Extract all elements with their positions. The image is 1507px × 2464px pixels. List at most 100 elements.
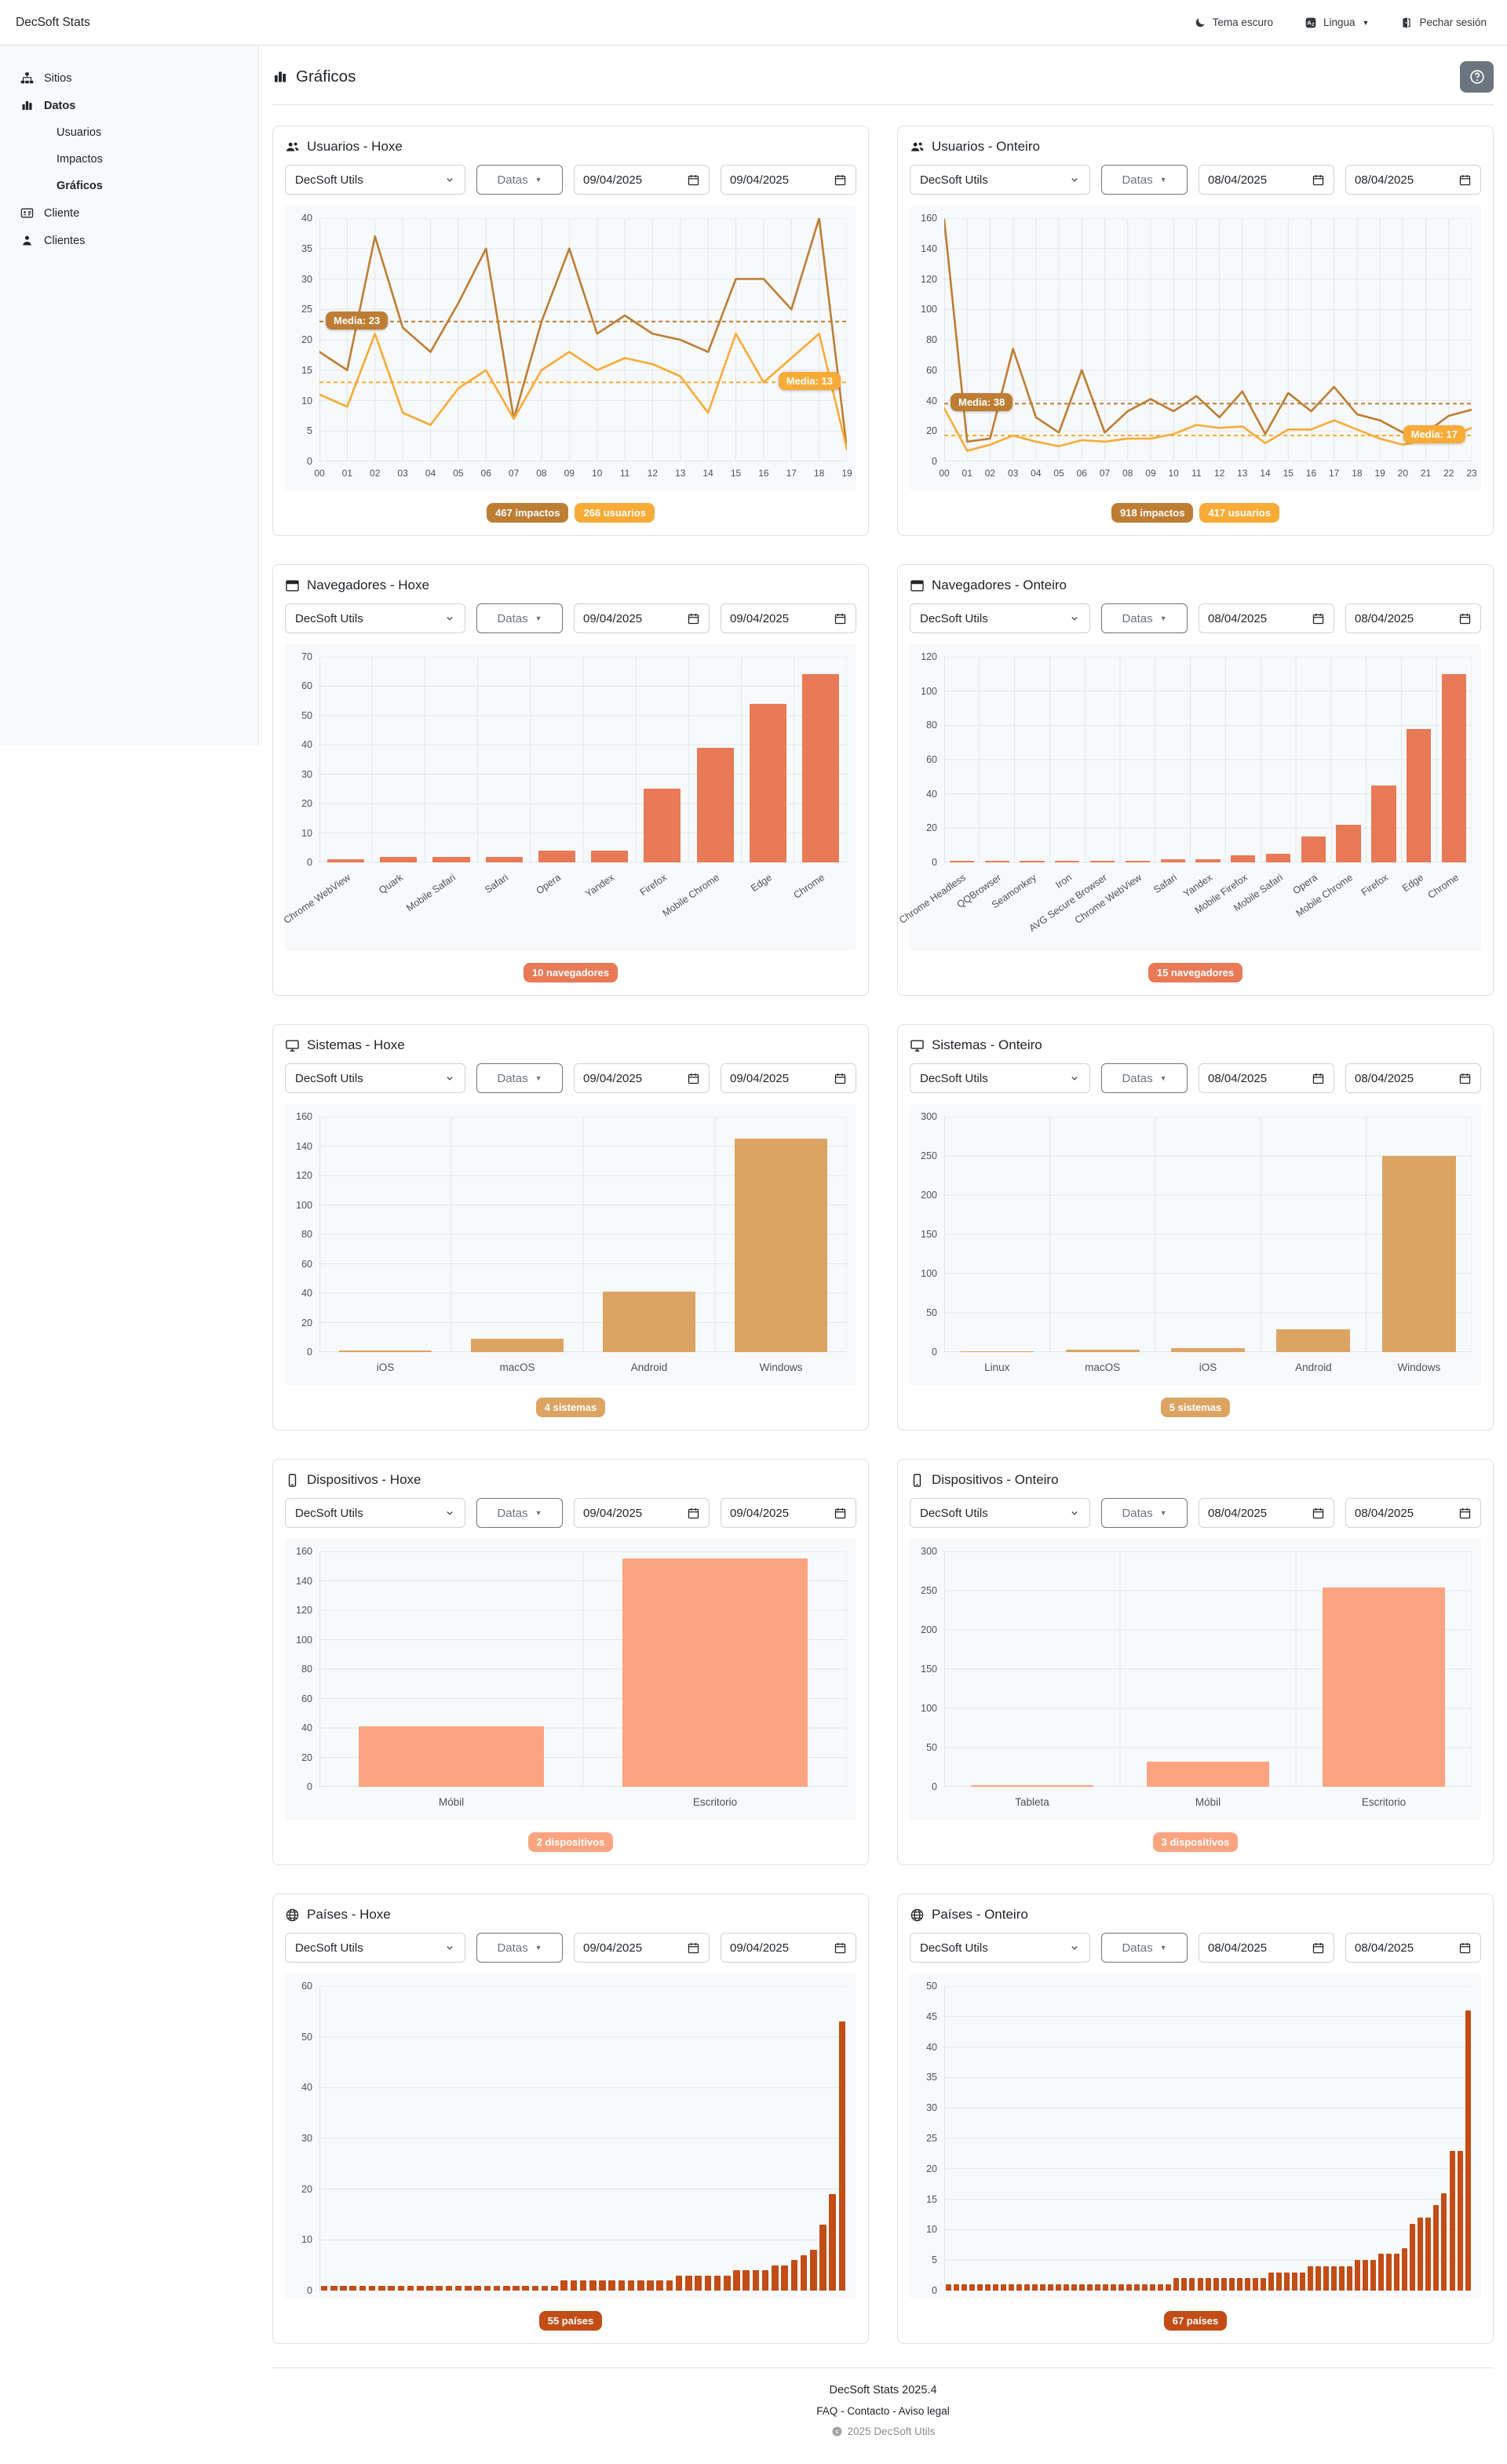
bar (1371, 785, 1396, 862)
y-axis-tick: 0 (307, 857, 312, 868)
bar (513, 2285, 520, 2291)
datas-dropdown-button[interactable]: Datas ▼ (1101, 165, 1188, 195)
site-select[interactable]: DecSoft Utils (285, 1933, 465, 1963)
date-from-input[interactable]: 08/04/2025 (1199, 165, 1334, 195)
x-axis-tick: 04 (425, 468, 436, 479)
bar (465, 2285, 472, 2291)
bar (1095, 2284, 1101, 2291)
footer-link[interactable]: Aviso legal (898, 2405, 950, 2417)
site-select[interactable]: DecSoft Utils (285, 165, 465, 195)
datas-dropdown-button[interactable]: Datas ▼ (1101, 1498, 1188, 1528)
bar (1252, 2278, 1258, 2291)
date-to-input[interactable]: 08/04/2025 (1345, 165, 1481, 195)
sidebar-item-impactos[interactable]: Impactos (0, 146, 258, 173)
bar (819, 2224, 826, 2291)
date-from-input[interactable]: 09/04/2025 (574, 165, 710, 195)
datas-dropdown-button[interactable]: Datas ▼ (476, 1933, 563, 1963)
date-from-input[interactable]: 08/04/2025 (1199, 603, 1334, 633)
date-to-input[interactable]: 09/04/2025 (721, 165, 856, 195)
bar (829, 2194, 836, 2291)
bar (388, 2285, 395, 2291)
date-to-input[interactable]: 08/04/2025 (1345, 1063, 1481, 1093)
bar (984, 860, 1009, 862)
datas-dropdown-button[interactable]: Datas ▼ (476, 1498, 563, 1528)
bar (675, 2275, 683, 2291)
sidebar-item-cliente[interactable]: Cliente (0, 199, 258, 227)
date-from-input[interactable]: 09/04/2025 (574, 1933, 710, 1963)
date-to-input[interactable]: 09/04/2025 (721, 1063, 856, 1093)
date-to-input[interactable]: 08/04/2025 (1345, 1933, 1481, 1963)
bar (579, 2280, 587, 2291)
sidebar-item-datos[interactable]: Datos (0, 92, 258, 119)
y-axis-tick: 10 (926, 2224, 937, 2236)
bar (560, 2280, 567, 2291)
bar (1142, 2284, 1148, 2291)
y-axis-tick: 5 (307, 425, 312, 437)
date-from-input[interactable]: 09/04/2025 (574, 1498, 710, 1528)
date-to-input[interactable]: 09/04/2025 (721, 603, 856, 633)
sidebar-item-clientes[interactable]: Clientes (0, 227, 258, 254)
bar (1260, 2278, 1266, 2291)
bar (1441, 2192, 1447, 2291)
card-title-row: Sistemas - Onteiro (910, 1037, 1481, 1053)
date-from-input[interactable]: 09/04/2025 (574, 603, 710, 633)
logout-button[interactable]: Pechar sesión (1396, 16, 1491, 30)
site-select[interactable]: DecSoft Utils (910, 603, 1090, 633)
bar (1386, 2254, 1392, 2291)
datas-dropdown-button[interactable]: Datas ▼ (1101, 1063, 1188, 1093)
datas-dropdown-button[interactable]: Datas ▼ (1101, 603, 1188, 633)
badges-row: 918 impactos 417 usuarios (910, 503, 1481, 523)
bar (622, 1558, 808, 1787)
date-from-input[interactable]: 08/04/2025 (1199, 1933, 1334, 1963)
y-axis-tick: 60 (926, 364, 937, 376)
site-select[interactable]: DecSoft Utils (285, 1498, 465, 1528)
footer-link[interactable]: FAQ (816, 2405, 838, 2417)
y-axis-tick: 35 (926, 2072, 937, 2083)
y-axis-tick: 250 (921, 1150, 937, 1161)
date-from-input[interactable]: 08/04/2025 (1199, 1063, 1334, 1093)
footer-link[interactable]: Contacto (847, 2405, 890, 2417)
sidebar-item-usuarios[interactable]: Usuarios (0, 119, 258, 146)
chevron-down-icon: ▼ (535, 1074, 542, 1082)
chart-canvas: 0 50 100 150 200 250 300 Tableta Móbil Escritorio (910, 1539, 1481, 1820)
site-select[interactable]: DecSoft Utils (910, 1498, 1090, 1528)
sidebar-item-sitios[interactable]: Sitios (0, 64, 258, 92)
y-axis-tick: 20 (301, 334, 312, 345)
help-button[interactable] (1460, 61, 1494, 93)
date-to-input[interactable]: 09/04/2025 (721, 1933, 856, 1963)
datas-dropdown-button[interactable]: Datas ▼ (476, 1063, 563, 1093)
x-axis-label: macOS (499, 1361, 535, 1373)
date-from-input[interactable]: 08/04/2025 (1199, 1498, 1334, 1528)
bar (320, 2285, 328, 2291)
datas-dropdown-button[interactable]: Datas ▼ (476, 603, 563, 633)
y-axis-tick: 40 (926, 788, 937, 800)
datas-dropdown-button[interactable]: Datas ▼ (1101, 1933, 1188, 1963)
theme-toggle-button[interactable]: Tema escuro (1189, 16, 1278, 30)
chevron-down-icon (1069, 1073, 1080, 1084)
y-axis-tick: 45 (926, 2010, 937, 2022)
sidebar-item-graficos[interactable]: Gráficos (0, 173, 258, 199)
copyright-icon: c (831, 2426, 843, 2437)
site-select[interactable]: DecSoft Utils (910, 1063, 1090, 1093)
site-select[interactable]: DecSoft Utils (285, 603, 465, 633)
date-to-input[interactable]: 08/04/2025 (1345, 1498, 1481, 1528)
date-to-input[interactable]: 08/04/2025 (1345, 603, 1481, 633)
site-select[interactable]: DecSoft Utils (910, 1933, 1090, 1963)
date-from-input[interactable]: 09/04/2025 (574, 1063, 710, 1093)
site-select[interactable]: DecSoft Utils (285, 1063, 465, 1093)
badges-row: 2 dispositivos (285, 1832, 856, 1852)
date-to-input[interactable]: 09/04/2025 (721, 1498, 856, 1528)
site-select[interactable]: DecSoft Utils (910, 165, 1090, 195)
bar (949, 860, 975, 862)
chevron-down-icon (444, 1942, 455, 1953)
app-title: DecSoft Stats (16, 15, 90, 29)
y-axis-tick: 0 (932, 1781, 937, 1792)
y-axis-tick: 160 (296, 1111, 312, 1122)
chevron-down-icon (444, 1073, 455, 1084)
bar (603, 1292, 695, 1352)
bar (541, 2285, 549, 2291)
datas-dropdown-button[interactable]: Datas ▼ (476, 165, 563, 195)
calendar-icon (687, 1072, 700, 1085)
x-axis-label: Opera (534, 872, 564, 897)
